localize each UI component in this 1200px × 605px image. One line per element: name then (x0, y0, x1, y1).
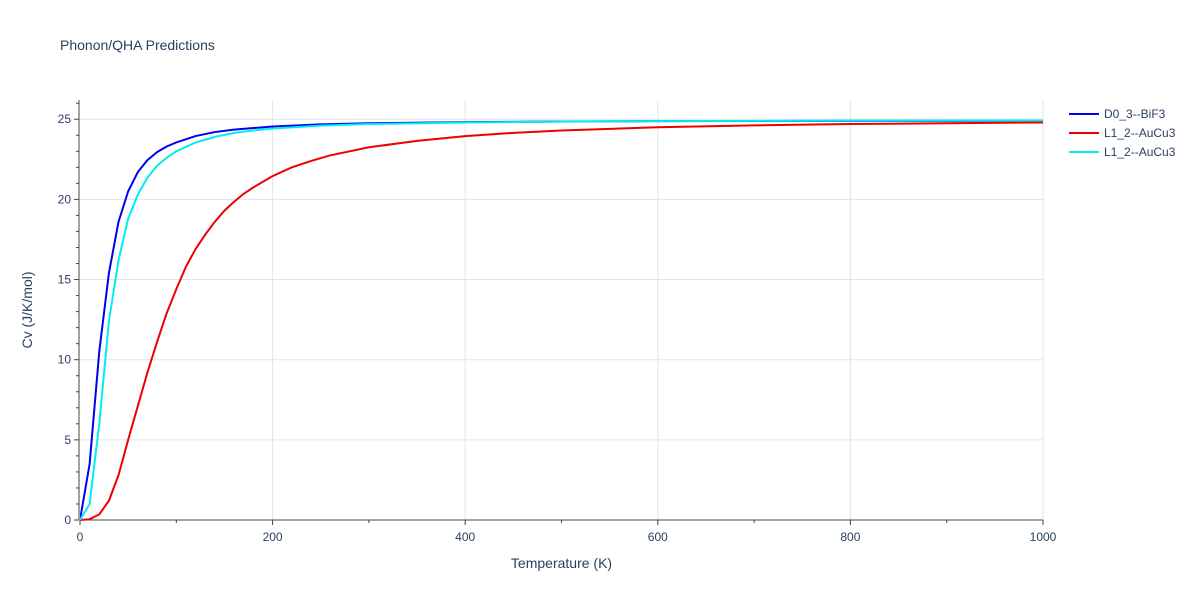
y-tick-label: 5 (64, 433, 71, 447)
x-tick-label: 400 (455, 530, 475, 544)
x-tick-label: 1000 (1030, 530, 1057, 544)
legend[interactable]: D0_3--BiF3 L1_2--AuCu3 L1_2--AuCu3 (1069, 107, 1176, 159)
series-line-2 (80, 121, 1043, 521)
series-layer (80, 119, 1043, 521)
x-tick-label: 0 (77, 530, 84, 544)
legend-label: D0_3--BiF3 (1104, 107, 1166, 121)
y-tick-label: 20 (58, 192, 72, 206)
grid-layer (80, 100, 1044, 520)
series-line-3 (80, 119, 1043, 521)
legend-item-2[interactable]: L1_2--AuCu3 (1069, 126, 1176, 140)
y-tick-label: 0 (64, 513, 71, 527)
x-axis-title: Temperature (K) (511, 555, 612, 571)
axes-layer: 0 200 400 600 800 1000 0 5 10 15 20 25 (58, 100, 1057, 544)
legend-item-1[interactable]: D0_3--BiF3 (1069, 107, 1166, 121)
legend-label: L1_2--AuCu3 (1104, 126, 1176, 140)
x-tick-label: 600 (648, 530, 668, 544)
y-tick-label: 10 (58, 353, 72, 367)
y-tick-label: 25 (58, 112, 72, 126)
legend-item-3[interactable]: L1_2--AuCu3 (1069, 145, 1176, 159)
legend-label: L1_2--AuCu3 (1104, 145, 1176, 159)
y-tick-label: 15 (58, 273, 72, 287)
x-tick-label: 800 (840, 530, 860, 544)
chart-title: Phonon/QHA Predictions (60, 37, 215, 53)
x-tick-label: 200 (263, 530, 283, 544)
y-axis-title: Cv (J/K/mol) (19, 272, 35, 349)
